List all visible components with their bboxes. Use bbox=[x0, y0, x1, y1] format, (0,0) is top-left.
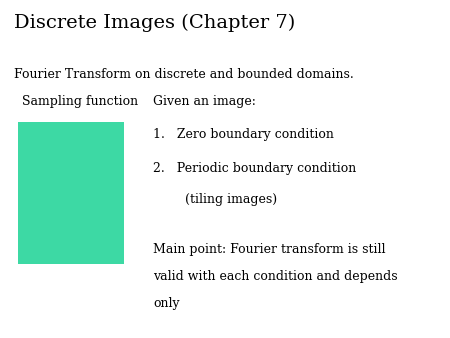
Text: Sampling function: Sampling function bbox=[22, 95, 139, 107]
Text: only: only bbox=[153, 297, 180, 310]
Bar bbox=[18, 122, 124, 264]
Text: Discrete Images (Chapter 7): Discrete Images (Chapter 7) bbox=[14, 14, 295, 32]
Text: 1.   Zero boundary condition: 1. Zero boundary condition bbox=[153, 128, 334, 141]
Text: (tiling images): (tiling images) bbox=[153, 193, 277, 206]
Text: Given an image:: Given an image: bbox=[153, 95, 256, 107]
Text: valid with each condition and depends: valid with each condition and depends bbox=[153, 270, 398, 283]
Text: Main point: Fourier transform is still: Main point: Fourier transform is still bbox=[153, 243, 386, 256]
Text: 2.   Periodic boundary condition: 2. Periodic boundary condition bbox=[153, 162, 356, 175]
Text: Fourier Transform on discrete and bounded domains.: Fourier Transform on discrete and bounde… bbox=[14, 68, 353, 80]
